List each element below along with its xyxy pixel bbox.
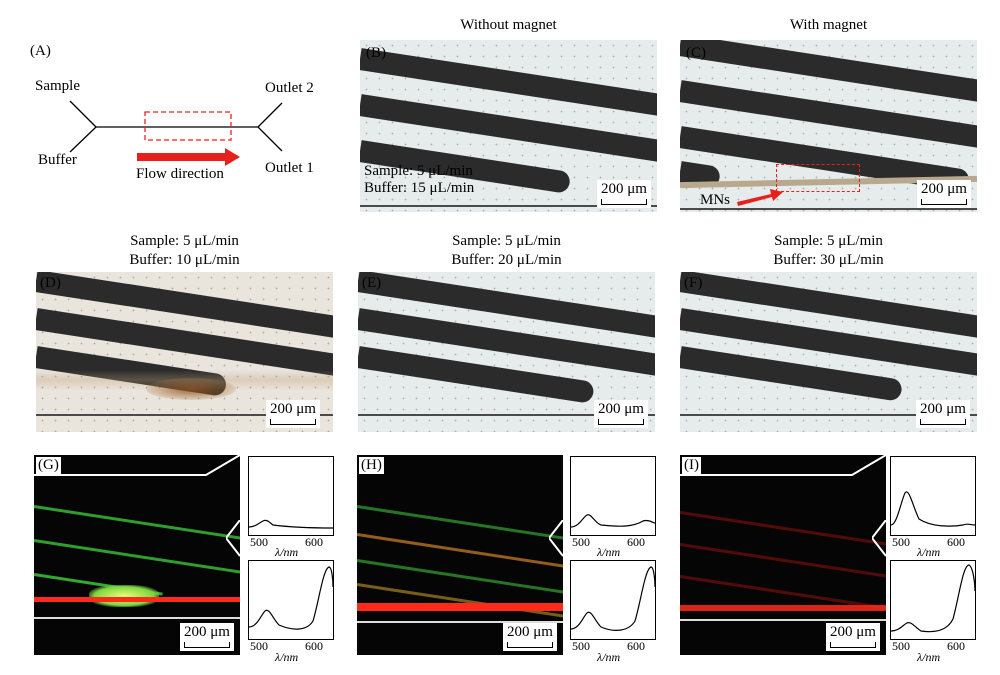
panel-e-header: Sample: 5 μL/min Buffer: 20 μL/min <box>451 233 562 268</box>
panel-d-tag: (D) <box>40 275 61 291</box>
panel-b-header: Without magnet <box>460 17 557 33</box>
panel-a-sample-label: Sample <box>35 78 80 94</box>
panel-c-header: With magnet <box>789 17 868 33</box>
panel-h-scalebar: 200 μm <box>503 623 557 651</box>
panel-d-scalebar: 200 μm <box>266 400 320 428</box>
axis-label: λ/nm <box>275 650 299 664</box>
panel-f-scalebar: 200 μm <box>916 400 970 428</box>
panel-a-buffer-label: Buffer <box>38 152 77 168</box>
panel-h-spectrum-bottom <box>570 560 656 640</box>
panel-f-tag: (F) <box>684 275 703 291</box>
tick-500: 500 <box>572 639 590 653</box>
axis-label: λ/nm <box>597 650 621 664</box>
panel-f-image: (F) 200 μm <box>680 272 977 432</box>
panel-i-image: (I) 200 μm <box>680 455 886 655</box>
panel-b-tag: (B) <box>366 45 386 61</box>
panel-a-outlet1-label: Outlet 1 <box>265 160 314 176</box>
panel-i-tag: (I) <box>682 457 701 474</box>
panel-a-outlet2-label: Outlet 2 <box>265 80 314 96</box>
panel-e-tag: (E) <box>362 275 382 291</box>
panel-d-header: Sample: 5 μL/min Buffer: 10 μL/min <box>129 233 240 268</box>
tick-600: 600 <box>947 535 965 549</box>
tick-500: 500 <box>892 535 910 549</box>
panel-b-buffer-rate: Buffer: 15 μL/min <box>364 180 475 196</box>
panel-c-mns-label: MNs <box>700 192 731 208</box>
panel-h-spectrum-top <box>570 456 656 536</box>
tick-600: 600 <box>305 535 323 549</box>
tick-500: 500 <box>572 535 590 549</box>
panel-g-spectrum-top <box>248 456 334 536</box>
tick-500: 500 <box>250 535 268 549</box>
panel-b-image: (B) Sample: 5 μL/min Buffer: 15 μL/min 2… <box>360 40 657 212</box>
panel-g-image: (G) 200 μm <box>34 455 240 655</box>
tick-600: 600 <box>627 535 645 549</box>
panel-i-spectrum-bottom <box>890 560 976 640</box>
panel-h-image: (H) 200 μm <box>357 455 563 655</box>
panel-e-scalebar: 200 μm <box>594 400 648 428</box>
panel-f-header: Sample: 5 μL/min Buffer: 30 μL/min <box>773 233 884 268</box>
panel-b-scalebar: 200 μm <box>597 180 651 208</box>
panel-h-tag: (H) <box>359 457 384 474</box>
panel-g-spectrum-bottom <box>248 560 334 640</box>
panel-c-tag: (C) <box>686 45 706 61</box>
channel-schematic <box>69 100 283 166</box>
axis-label: λ/nm <box>597 545 621 559</box>
panel-g-tag: (G) <box>36 457 61 474</box>
panel-b-sample-rate: Sample: 5 μL/min <box>364 163 473 179</box>
panel-a-flow-label: Flow direction <box>136 166 224 182</box>
panel-i-spectrum-top <box>890 456 976 536</box>
mns-arrow-icon <box>737 189 783 206</box>
panel-i-scalebar: 200 μm <box>826 623 880 651</box>
panel-a-tag: (A) <box>30 43 51 59</box>
axis-label: λ/nm <box>917 545 941 559</box>
axis-label: λ/nm <box>917 650 941 664</box>
panel-c-image: (C) MNs 200 μm <box>680 40 977 212</box>
tick-600: 600 <box>627 639 645 653</box>
panel-d-image: (D) 200 μm <box>36 272 333 432</box>
tick-500: 500 <box>892 639 910 653</box>
tick-600: 600 <box>947 639 965 653</box>
tick-600: 600 <box>305 639 323 653</box>
panel-g-scalebar: 200 μm <box>180 623 234 651</box>
panel-c-scalebar: 200 μm <box>917 180 971 208</box>
axis-label: λ/nm <box>275 545 299 559</box>
panel-e-image: (E) 200 μm <box>358 272 655 432</box>
tick-500: 500 <box>250 639 268 653</box>
